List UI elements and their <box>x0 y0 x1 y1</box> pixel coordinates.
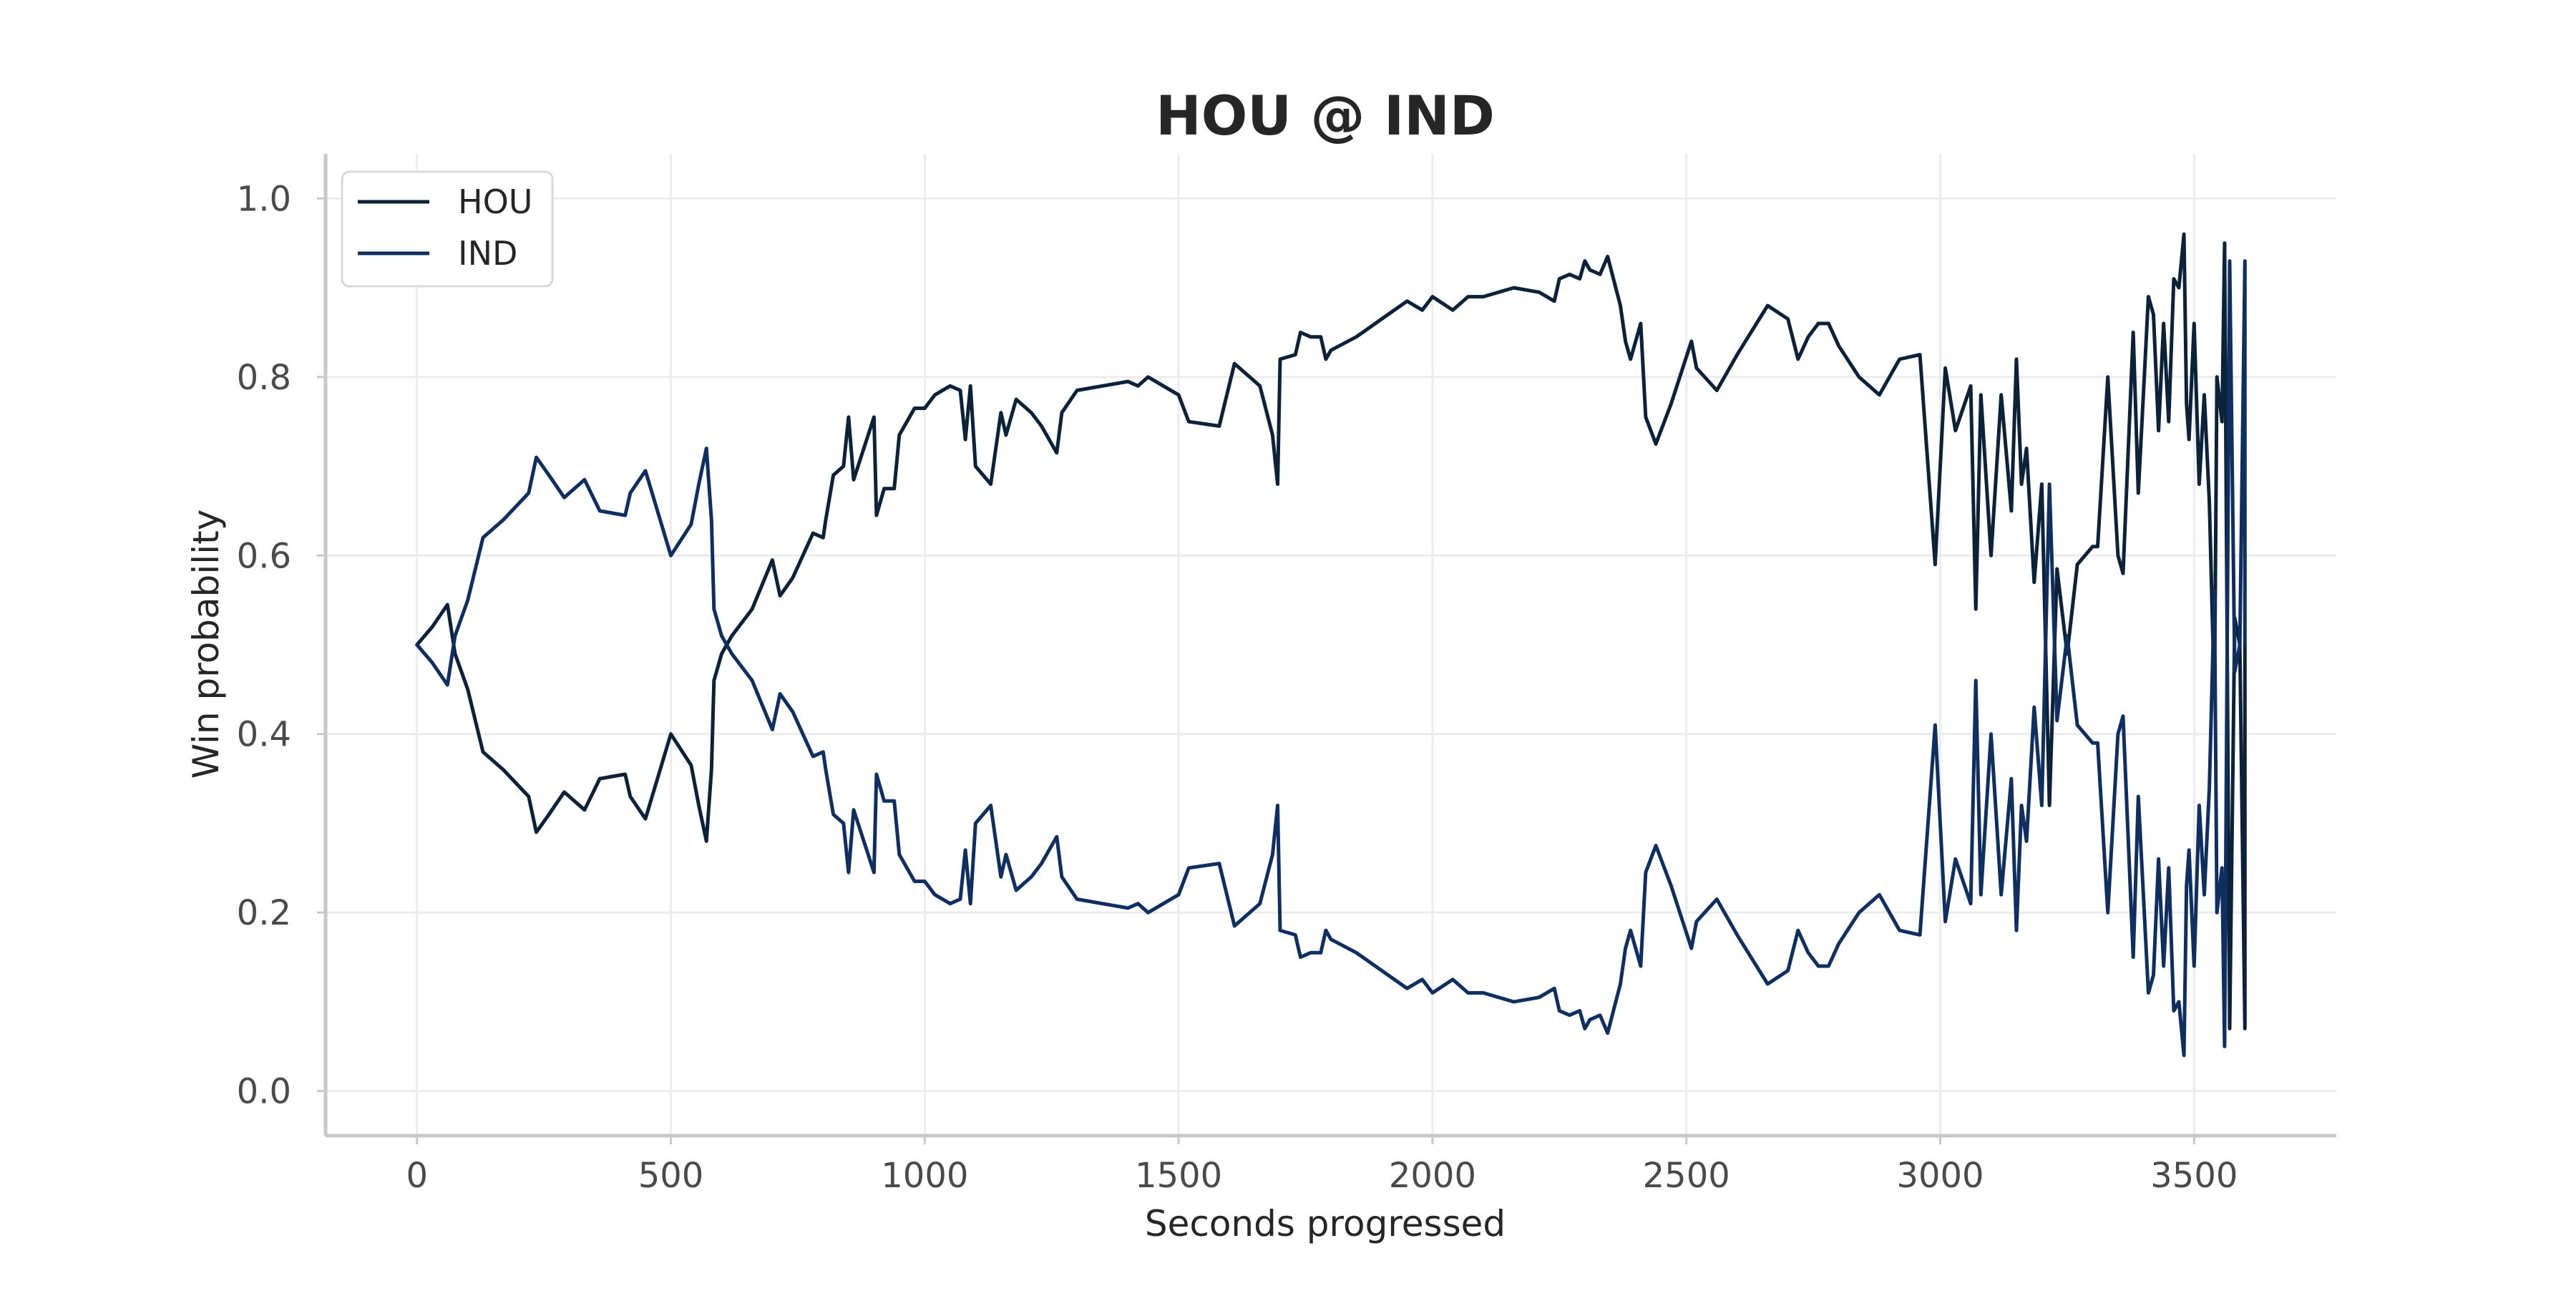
x-tick-label: 3500 <box>2150 1156 2238 1196</box>
y-tick-label: 0.8 <box>237 358 291 398</box>
series-line-ind <box>415 259 2247 1058</box>
y-tick-label: 0.6 <box>237 536 291 576</box>
y-tick-label: 1.0 <box>237 179 291 219</box>
chart-title: HOU @ IND <box>1156 84 1495 147</box>
legend-label-hou: HOU <box>458 182 532 221</box>
legend: HOU IND <box>341 170 554 288</box>
y-tick-label: 0.2 <box>237 893 291 933</box>
legend-label-ind: IND <box>458 234 517 273</box>
series-line-hou <box>415 232 2247 1031</box>
ticks-layer: 0 500 1000 1500 2000 2500 3000 3500 0.0 0.2 0.4 0.6… <box>237 179 2238 1196</box>
x-tick-label: 3000 <box>1896 1156 1984 1196</box>
x-tick-label: 2000 <box>1389 1156 1476 1196</box>
x-tick-label: 2500 <box>1643 1156 1730 1196</box>
y-axis-label: Win probability <box>185 510 227 779</box>
x-axis-label: Seconds progressed <box>1145 1203 1506 1244</box>
axes-layer <box>323 154 2336 1138</box>
x-tick-label: 1500 <box>1135 1156 1222 1196</box>
y-tick-label: 0.0 <box>237 1072 291 1112</box>
x-tick-label: 0 <box>406 1156 428 1196</box>
y-tick-label: 0.4 <box>237 715 291 755</box>
series-layer <box>415 232 2247 1058</box>
x-tick-label: 500 <box>638 1156 704 1196</box>
grid-layer <box>326 154 2336 1136</box>
x-tick-label: 1000 <box>881 1156 968 1196</box>
